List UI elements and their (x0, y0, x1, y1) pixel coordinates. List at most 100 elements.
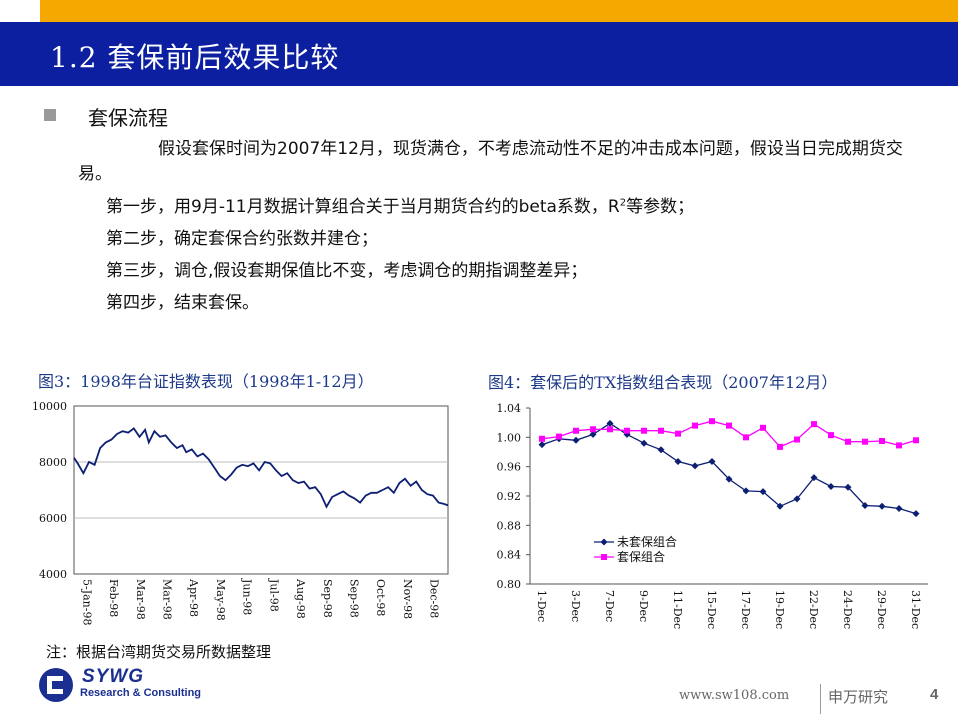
chart2-point-unhedged (776, 502, 784, 510)
chart2-point-unhedged (606, 419, 614, 427)
chart2-point-unhedged (759, 488, 767, 496)
chart1-title: 图3：1998年台证指数表现（1998年1-12月） (38, 372, 374, 391)
chart2-point-unhedged (691, 462, 699, 470)
section-title: 套保流程 (88, 106, 168, 130)
chart2-point-hedged (726, 422, 732, 429)
sywg-logo: SYWG Research & Consulting (38, 666, 208, 703)
chart2-legend-marker-unhedged (600, 538, 608, 546)
taiex-1998-chart: 10000 8000 6000 4000 5-Jan-98 Feb-98 Mar-98 Mar… (32, 400, 449, 625)
chart2-y-tick-label: 0.96 (497, 461, 522, 474)
chart1-x-tick-label: Aug-98 (294, 578, 307, 619)
chart2-legend-label-2: 套保组合 (617, 549, 665, 564)
chart2-point-hedged (743, 434, 749, 441)
chart1-y-tick-label: 6000 (39, 512, 67, 525)
chart2-point-hedged (692, 422, 698, 429)
chart2-point-unhedged (640, 439, 648, 447)
intro-paragraph: 假设套保时间为2007年12月，现货满仓，不考虑流动性不足的冲击成本问题，假设当… (78, 139, 903, 184)
step-1: 第一步，用9月-11月数据计算组合关于当月期货合约的beta系数，R2等参数； (106, 192, 694, 217)
chart2-point-unhedged (810, 474, 818, 482)
chart2-point-hedged (658, 427, 664, 434)
bullet-square-icon (44, 109, 56, 121)
page-number: 4 (930, 686, 939, 703)
chart1-x-tick-label: May-98 (214, 579, 227, 621)
chart2-point-hedged (811, 421, 817, 428)
chart2-point-unhedged (878, 502, 886, 510)
sywg-logo-icon (39, 668, 73, 702)
step-2: 第二步，确定套保合约张数并建仓； (106, 229, 378, 249)
source-note: 注：根据台湾期货交易所数据整理 (46, 643, 272, 661)
chart2-point-hedged (828, 432, 834, 439)
chart2-point-hedged (641, 427, 647, 434)
chart2-legend-marker-hedged (601, 554, 607, 560)
chart2-point-hedged (913, 437, 919, 444)
chart2-point-unhedged (725, 475, 733, 483)
chart2-point-hedged (879, 438, 885, 444)
chart2-point-hedged (794, 436, 800, 443)
chart2-point-hedged (760, 424, 766, 431)
chart2-y-tick-label: 0.80 (497, 578, 522, 591)
title-bar (0, 22, 958, 86)
chart2-y-tick-label: 0.84 (497, 549, 522, 562)
website-link[interactable]: www.sw108.com (679, 688, 790, 703)
chart2-point-hedged (709, 418, 715, 425)
step-1-superscript: 2 (619, 197, 627, 209)
chart1-x-tick-label: Oct-98 (374, 579, 387, 616)
chart2-series-line-1 (541, 422, 917, 515)
chart2-y-tick-label: 1.00 (497, 431, 522, 444)
chart2-legend-label-1: 未套保组合 (617, 534, 677, 549)
chart2-point-unhedged (674, 458, 682, 466)
step-4: 第四步，结束套保。 (106, 293, 259, 313)
chart2-point-hedged (607, 426, 613, 433)
chart2-x-tick-label: 29-Dec (875, 590, 888, 629)
chart2-x-tick-label: 17-Dec (739, 590, 752, 629)
logo-wordmark: SYWG (82, 666, 145, 687)
chart2-x-tick-label: 7-Dec (603, 590, 616, 622)
chart1-x-tick-label: Apr-98 (187, 578, 200, 617)
chart1-y-tick-label: 10000 (32, 400, 67, 413)
chart2-point-unhedged (861, 502, 869, 510)
chart2-point-unhedged (844, 483, 852, 491)
top-accent-bar (40, 0, 958, 22)
chart1-x-tick-label: Mar-98 (161, 579, 174, 620)
logo-subtext: Research & Consulting (80, 687, 202, 699)
chart2-x-tick-label: 1-Dec (535, 590, 548, 622)
chart2-title: 图4：套保后的TX指数组合表现（2007年12月） (488, 373, 838, 392)
chart2-x-tick-label: 15-Dec (705, 590, 718, 629)
chart2-point-unhedged (572, 436, 580, 444)
chart2-x-tick-label: 31-Dec (909, 590, 922, 629)
tx-hedged-portfolio-chart: 1.04 1.00 0.96 0.92 0.88 0.84 0.80 1-Dec 3-Dec 7-… (497, 402, 928, 629)
chart1-x-tick-label: Jul-98 (267, 578, 280, 612)
brand-label: 申万研究 (828, 688, 889, 706)
chart2-point-unhedged (742, 487, 750, 495)
chart2-x-tick-label: 19-Dec (773, 590, 786, 629)
chart2-x-tick-label: 9-Dec (637, 590, 650, 622)
footer-divider (820, 684, 821, 714)
chart2-point-unhedged (708, 458, 716, 466)
chart1-x-tick-label: 5-Jan-98 (80, 579, 93, 625)
chart2-point-hedged (556, 433, 562, 440)
chart2-point-hedged (845, 438, 851, 445)
chart2-point-hedged (675, 430, 681, 437)
chart1-x-tick-label: Jun-98 (241, 578, 254, 615)
chart1-x-tick-label: Dec-98 (428, 579, 441, 618)
chart2-point-unhedged (657, 446, 665, 454)
chart2-point-unhedged (912, 510, 920, 518)
chart2-point-unhedged (793, 495, 801, 503)
step-3: 第三步，调仓,假设套期保值比不变，考虑调仓的期指调整差异； (106, 261, 588, 281)
chart2-point-hedged (777, 443, 783, 450)
chart1-y-tick-label: 4000 (39, 568, 67, 581)
chart2-y-tick-label: 0.88 (497, 519, 522, 532)
chart2-y-tick-label: 1.04 (497, 402, 522, 415)
chart2-point-hedged (539, 435, 545, 442)
chart2-point-unhedged (827, 482, 835, 490)
chart1-plot-frame (73, 405, 449, 575)
chart2-x-tick-label: 3-Dec (569, 590, 582, 622)
chart1-series-line (73, 427, 449, 509)
chart2-point-hedged (896, 442, 902, 449)
chart1-x-tick-label: Sep-98 (348, 579, 361, 618)
chart1-x-tick-label: Nov-98 (401, 579, 414, 619)
chart2-point-hedged (590, 426, 596, 433)
step-1-text-end: 等参数； (626, 197, 695, 217)
chart2-x-tick-label: 11-Dec (671, 590, 684, 629)
chart1-x-tick-label: Sep-98 (321, 579, 334, 618)
